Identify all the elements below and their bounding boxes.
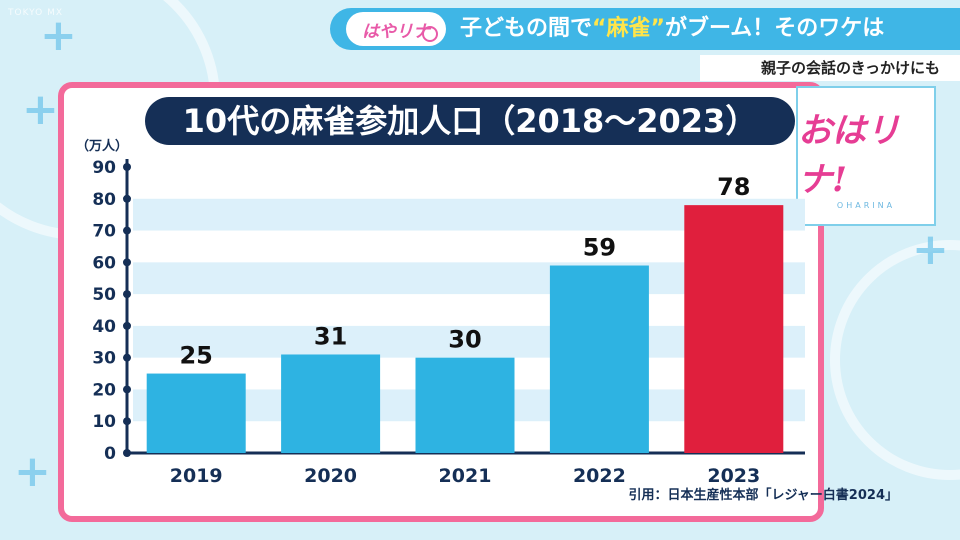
y-tick-dot: [123, 226, 131, 235]
channel-watermark: TOKYO MX: [8, 8, 64, 18]
y-tick-label: 30: [92, 349, 116, 369]
y-tick-label: 80: [92, 190, 116, 210]
y-tick-label: 70: [92, 222, 116, 242]
y-tick-label: 20: [92, 380, 116, 400]
headline-after: がブーム！そのワケは: [664, 16, 885, 41]
data-label: 78: [717, 173, 750, 201]
y-tick-dot: [123, 385, 131, 394]
chart-title: 10代の麻雀参加人口（2018〜2023）: [145, 97, 795, 145]
y-tick-dot: [123, 290, 131, 299]
y-axis-unit: （万人）: [76, 139, 129, 154]
y-tick-dot: [123, 194, 131, 203]
y-tick-label: 60: [92, 253, 116, 273]
bar: [684, 205, 784, 453]
y-tick-label: 90: [92, 158, 116, 178]
corner-logo-subtext: OHARINA: [836, 200, 896, 210]
data-label: 59: [583, 234, 616, 262]
y-tick-dot: [123, 417, 131, 426]
headline: 子どもの間で“麻雀”がブーム！そのワケは: [460, 8, 884, 50]
magnifier-icon: [422, 26, 438, 42]
program-logo: はやリナ: [346, 12, 446, 46]
headline-keyword: “麻雀”: [592, 16, 665, 41]
y-tick-dot: [123, 163, 131, 171]
y-tick-label: 0: [104, 444, 116, 464]
subheadline-bar: [700, 55, 960, 81]
bar: [146, 373, 246, 453]
plus-icon: +: [912, 224, 949, 275]
y-tick-dot: [123, 449, 131, 457]
plus-icon: +: [22, 84, 59, 135]
y-tick-dot: [123, 353, 131, 362]
x-tick-label: 2022: [573, 465, 626, 487]
program-logo-text: はやリナ: [362, 21, 430, 42]
x-tick-label: 2020: [304, 465, 357, 487]
bar: [549, 265, 649, 453]
corner-logo-text: おはリナ!: [798, 110, 900, 200]
corner-logo: おはリナ! OHARINA: [796, 86, 936, 226]
subheadline: 親子の会話のきっかけにも: [761, 59, 940, 77]
y-tick-label: 50: [92, 285, 116, 305]
data-label: 25: [179, 342, 212, 370]
x-tick-label: 2021: [439, 465, 492, 487]
data-label: 31: [314, 322, 347, 350]
plus-icon: +: [40, 10, 77, 61]
x-tick-label: 2019: [170, 465, 223, 487]
plus-icon: +: [14, 446, 51, 497]
y-tick-label: 40: [92, 317, 116, 337]
y-tick-dot: [123, 321, 131, 330]
x-tick-label: 2023: [707, 465, 760, 487]
source-citation: 引用：日本生産性本部「レジャー白書2024」: [628, 488, 898, 503]
bar: [281, 354, 381, 453]
y-tick-dot: [123, 258, 131, 267]
bar: [415, 357, 515, 453]
y-tick-label: 10: [92, 412, 116, 432]
data-label: 30: [448, 326, 481, 354]
headline-before: 子どもの間で: [460, 16, 593, 41]
